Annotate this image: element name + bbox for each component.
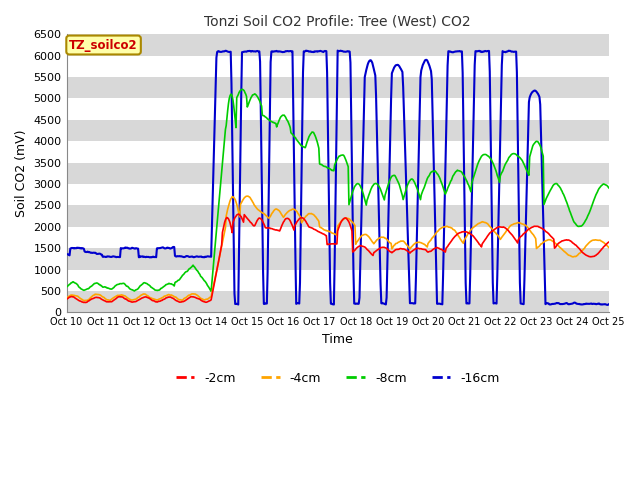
Title: Tonzi Soil CO2 Profile: Tree (West) CO2: Tonzi Soil CO2 Profile: Tree (West) CO2 (204, 15, 471, 29)
Bar (67, 227, 609, 248)
X-axis label: Time: Time (323, 333, 353, 346)
Bar (67, 270, 609, 291)
Y-axis label: Soil CO2 (mV): Soil CO2 (mV) (15, 130, 28, 217)
Text: TZ_soilco2: TZ_soilco2 (69, 38, 138, 51)
Bar (67, 56, 609, 77)
Bar (67, 184, 609, 205)
Bar (67, 98, 609, 120)
Legend: -2cm, -4cm, -8cm, -16cm: -2cm, -4cm, -8cm, -16cm (171, 367, 505, 390)
Bar (67, 141, 609, 163)
